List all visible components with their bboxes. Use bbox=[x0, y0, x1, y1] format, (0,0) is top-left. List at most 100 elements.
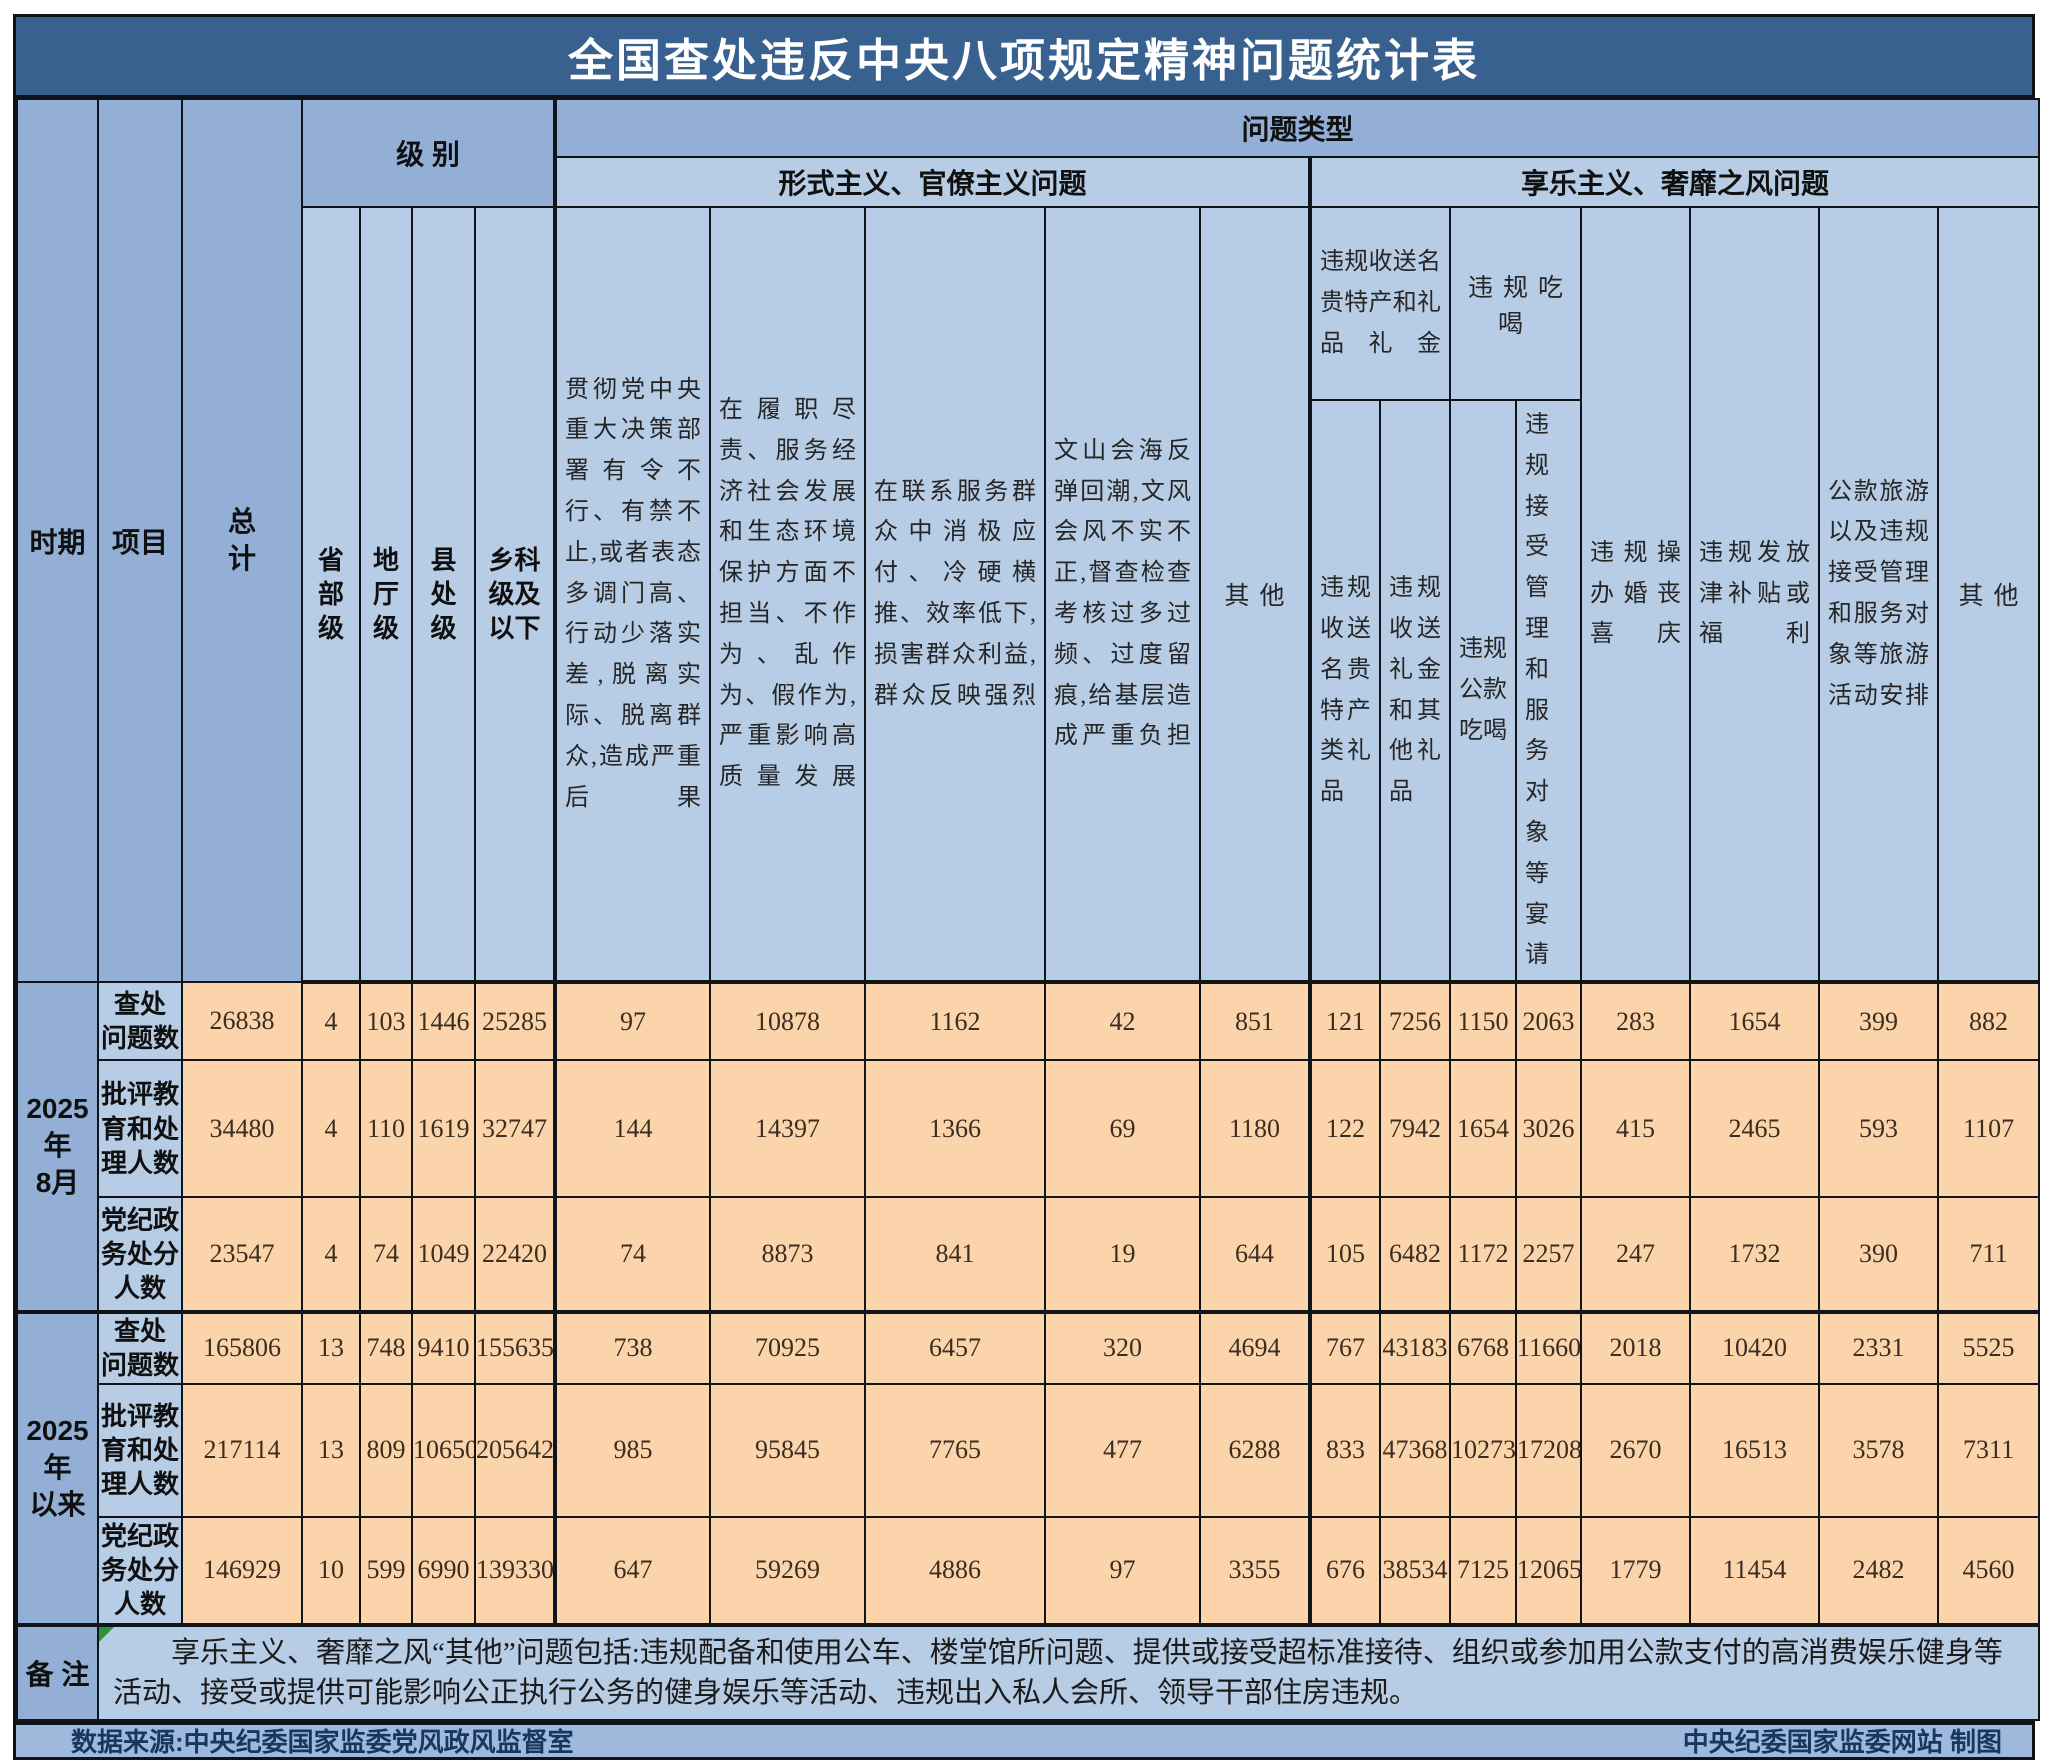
hedonism-sub-header-cash-gifts: 违规收送礼金和其他礼品 bbox=[1379, 398, 1452, 985]
data-cell: 1172 bbox=[1449, 1196, 1518, 1314]
hedonism-column-header-travel: 公款旅游以及违规接受管理和服务对象等旅游活动安排 bbox=[1818, 205, 1940, 985]
column-header-total: 总 计 bbox=[181, 97, 303, 984]
data-cell: 121 bbox=[1308, 981, 1382, 1062]
column-header-item: 项目 bbox=[97, 97, 183, 984]
data-cell: 9410 bbox=[411, 1310, 476, 1385]
data-cell: 2331 bbox=[1818, 1310, 1940, 1385]
data-cell: 5525 bbox=[1937, 1310, 2041, 1385]
data-cell: 4 bbox=[301, 981, 361, 1062]
data-cell: 165806 bbox=[181, 1310, 303, 1385]
data-cell: 767 bbox=[1308, 1310, 1382, 1385]
data-cell: 110 bbox=[359, 1059, 413, 1199]
data-cell: 25285 bbox=[473, 981, 557, 1062]
data-cell: 6990 bbox=[411, 1515, 476, 1626]
table-title: 全国查处违反中央八项规定精神问题统计表 bbox=[567, 35, 1480, 86]
hedonism-column-header-allowances: 违规发放津补贴或福利 bbox=[1689, 205, 1821, 985]
level-header-province: 省 部 级 bbox=[301, 205, 361, 985]
data-cell: 882 bbox=[1937, 981, 2041, 1062]
header-row-groups: 形式主义、官僚主义问题 享乐主义、奢靡之风问题 bbox=[17, 156, 2041, 208]
data-cell: 2465 bbox=[1689, 1059, 1821, 1199]
row-item-label: 党纪政 务处分 人数 bbox=[97, 1515, 183, 1626]
row-item-label: 批评教 育和处 理人数 bbox=[97, 1059, 183, 1199]
table-row: 党纪政 务处分 人数 23547 4 74 1049 22420 74 8873 841 19 64… bbox=[17, 1196, 2041, 1314]
credit-text: 中央纪委国家监委网站 制图 bbox=[1682, 1727, 2002, 1758]
data-cell: 14397 bbox=[709, 1059, 867, 1199]
level-header-township: 乡科 级及 以下 bbox=[473, 205, 557, 985]
header-row-columns: 省 部 级 地 厅 级 县 处 级 乡科 级及 以下 贯彻党中央重大决策部署有令… bbox=[17, 205, 2041, 985]
data-cell: 833 bbox=[1308, 1382, 1382, 1518]
data-cell: 1654 bbox=[1449, 1059, 1518, 1199]
data-cell: 4 bbox=[301, 1059, 361, 1199]
data-cell: 32747 bbox=[473, 1059, 557, 1199]
data-cell: 2063 bbox=[1515, 981, 1583, 1062]
data-cell: 6288 bbox=[1199, 1382, 1312, 1518]
remark-text: 享乐主义、奢靡之风“其他”问题包括:违规配备和使用公车、楼堂馆所问题、提供或接受… bbox=[113, 1636, 2003, 1709]
data-cell: 22420 bbox=[473, 1196, 557, 1314]
data-cell: 738 bbox=[553, 1310, 712, 1385]
data-cell: 74 bbox=[553, 1196, 712, 1314]
hedonism-column-header-other: 其他 bbox=[1937, 205, 2041, 985]
data-cell: 7765 bbox=[864, 1382, 1047, 1518]
formalism-column-header-1: 贯彻党中央重大决策部署有令不行、有禁不止,或者表态多调门高、行动少落实差,脱离实… bbox=[553, 205, 712, 985]
data-cell: 8873 bbox=[709, 1196, 867, 1314]
data-cell: 217114 bbox=[181, 1382, 303, 1518]
table-row: 批评教 育和处 理人数 217114 13 809 10650 205642 985 9584… bbox=[17, 1382, 2041, 1518]
data-cell: 10273 bbox=[1449, 1382, 1518, 1518]
data-cell: 841 bbox=[864, 1196, 1047, 1314]
data-cell: 4 bbox=[301, 1196, 361, 1314]
data-cell: 390 bbox=[1818, 1196, 1940, 1314]
formalism-column-header-4: 文山会海反弹回潮,文风会风不实不正,督查检查考核过多过频、过度留痕,给基层造成严… bbox=[1044, 205, 1202, 985]
data-cell: 851 bbox=[1199, 981, 1312, 1062]
data-cell: 13 bbox=[301, 1382, 361, 1518]
hedonism-column-header-wedding-funeral: 违规操办婚丧喜庆 bbox=[1580, 205, 1692, 985]
data-cell: 1107 bbox=[1937, 1059, 2041, 1199]
period-label: 2025年 8月 bbox=[16, 981, 99, 1314]
data-cell: 593 bbox=[1818, 1059, 1940, 1199]
data-cell: 1180 bbox=[1199, 1059, 1312, 1199]
data-cell: 6482 bbox=[1379, 1196, 1452, 1314]
data-cell: 1654 bbox=[1689, 981, 1821, 1062]
table-row: 2025年 以来 查处 问题数 165806 13 748 9410 155635 738 70… bbox=[16, 1310, 2041, 1626]
remark-label: 备 注 bbox=[16, 1622, 99, 1721]
level-header-county: 县 处 级 bbox=[411, 205, 476, 985]
footer-bar: 数据来源:中央纪委国家监委党风政风监督室 中央纪委国家监委网站 制图 bbox=[16, 1720, 2032, 1758]
data-cell: 97 bbox=[1044, 1515, 1202, 1626]
header-row-subcolumns: 违规收送名贵特产类礼品 违规收送礼金和其他礼品 违规公款吃喝 违规接受管理和服务… bbox=[17, 398, 2039, 985]
level-group-header: 级 别 bbox=[300, 98, 557, 208]
data-cell: 10420 bbox=[1689, 1310, 1821, 1385]
data-cell: 415 bbox=[1580, 1059, 1692, 1199]
data-cell: 1049 bbox=[411, 1196, 476, 1314]
table-row: 党纪政 务处分 人数 146929 10 599 6990 139330 647 59269 4… bbox=[17, 1515, 2041, 1626]
data-cell: 1150 bbox=[1449, 981, 1518, 1062]
data-cell: 1732 bbox=[1689, 1196, 1821, 1314]
data-cell: 599 bbox=[359, 1515, 413, 1626]
data-cell: 4560 bbox=[1937, 1515, 2041, 1626]
data-cell: 3355 bbox=[1199, 1515, 1312, 1626]
data-cell: 3026 bbox=[1515, 1059, 1583, 1199]
data-cell: 1619 bbox=[411, 1059, 476, 1199]
data-cell: 676 bbox=[1308, 1515, 1382, 1626]
data-cell: 6457 bbox=[864, 1310, 1047, 1385]
formalism-column-header-3: 在联系服务群众中消极应付、冷硬横推、效率低下,损害群众利益,群众反映强烈 bbox=[864, 205, 1047, 985]
table-row: 批评教 育和处 理人数 34480 4 110 1619 32747 144 14397 136… bbox=[17, 1059, 2041, 1199]
hedonism-sub-header-banquets: 违规接受管理和服务对象等宴请 bbox=[1515, 398, 1583, 985]
data-cell: 11454 bbox=[1689, 1515, 1821, 1626]
data-cell: 47368 bbox=[1379, 1382, 1452, 1518]
statistics-table-sheet: 全国查处违反中央八项规定精神问题统计表 时期 项目 总 计 级 别 问题类型 bbox=[13, 14, 2041, 1760]
hedonism-sub-header-public-funds-dining: 违规公款吃喝 bbox=[1449, 398, 1518, 985]
data-cell: 34480 bbox=[181, 1059, 303, 1199]
formalism-column-header-other: 其他 bbox=[1199, 205, 1312, 985]
data-cell: 10878 bbox=[709, 981, 867, 1062]
data-cell: 69 bbox=[1044, 1059, 1202, 1199]
hedonism-sub-header-specialty-gifts: 违规收送名贵特产类礼品 bbox=[1308, 398, 1382, 985]
data-cell: 10 bbox=[301, 1515, 361, 1626]
data-cell: 283 bbox=[1580, 981, 1692, 1062]
data-cell: 11660 bbox=[1515, 1310, 1583, 1385]
data-cell: 1162 bbox=[864, 981, 1047, 1062]
data-cell: 38534 bbox=[1379, 1515, 1452, 1626]
data-cell: 399 bbox=[1818, 981, 1940, 1062]
data-cell: 42 bbox=[1044, 981, 1202, 1062]
data-cell: 205642 bbox=[473, 1382, 557, 1518]
data-cell: 1366 bbox=[864, 1059, 1047, 1199]
page: 全国查处违反中央八项规定精神问题统计表 时期 项目 总 计 级 别 问题类型 bbox=[13, 14, 2041, 1760]
